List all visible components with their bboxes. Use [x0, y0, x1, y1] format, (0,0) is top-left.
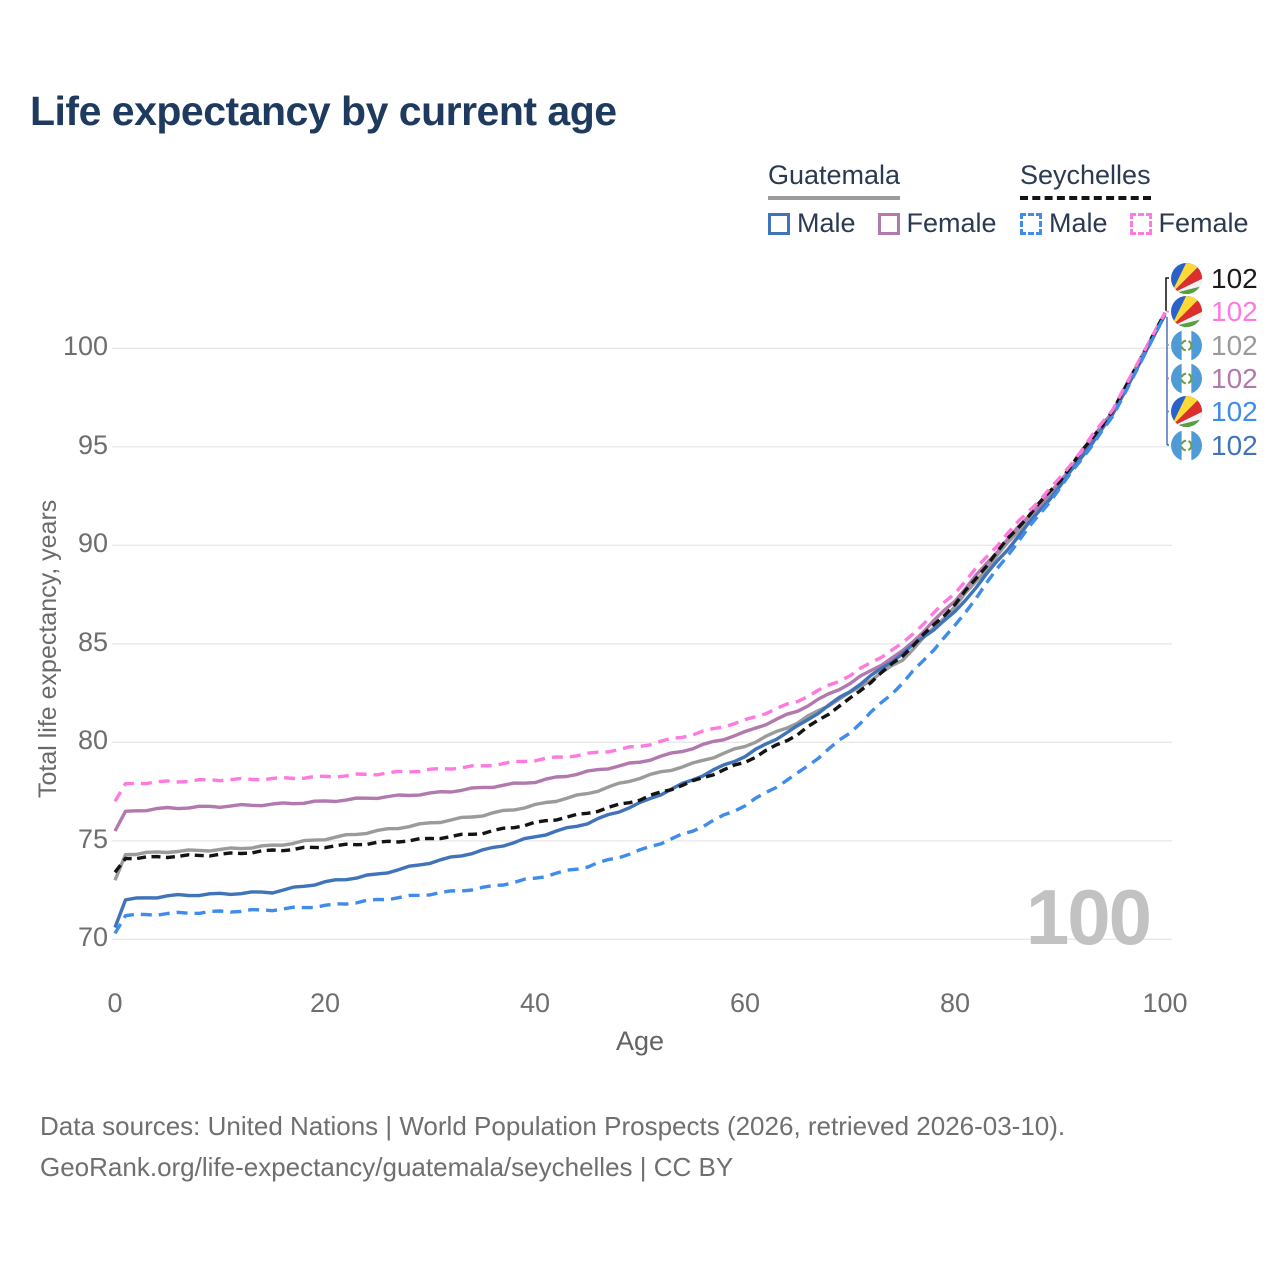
series-line-seychelles-female	[113, 311, 1167, 803]
footer: Data sources: United Nations | World Pop…	[40, 1106, 1065, 1188]
legend-label-seychelles-female: Female	[1158, 208, 1249, 238]
y-tick-label: 95	[77, 429, 108, 460]
x-axis-title: Age	[615, 1026, 665, 1056]
series-line-seychelles-male	[113, 314, 1167, 935]
series-line-guatemala-female	[113, 312, 1167, 832]
legend-item-guatemala-female[interactable]: Female	[877, 208, 997, 239]
x-tick-label: 0	[107, 988, 123, 1018]
end-label-value: 102	[1211, 296, 1258, 327]
y-tick-label: 90	[77, 528, 108, 559]
y-tick-label: 85	[77, 626, 108, 657]
end-label-value: 102	[1211, 262, 1258, 294]
legend-swatch-solid-female-icon	[877, 212, 900, 235]
end-label-value: 102	[1211, 396, 1258, 427]
legend-swatch-dashed-female-icon	[1129, 212, 1152, 235]
end-label-row-guatemala-male: 102	[1171, 429, 1258, 462]
series-line-seychelles-both	[113, 312, 1167, 874]
legend-item-seychelles-male[interactable]: Male	[1020, 208, 1108, 239]
x-tick-label: 60	[729, 988, 761, 1018]
legend-swatch-solid-male-icon	[768, 212, 790, 235]
end-label-row-seychelles-male: 102	[1171, 395, 1258, 428]
x-tick-label: 20	[309, 988, 341, 1018]
end-label-row-guatemala-both-sexes: 102	[1171, 329, 1258, 362]
legend-label-guatemala-male: Male	[797, 208, 856, 238]
legend-label-guatemala-female: Female	[906, 208, 997, 238]
legend-swatch-dashed-male-icon	[1020, 212, 1042, 235]
legend-items-seychelles: Male Female	[1020, 208, 1249, 239]
series-line-guatemala-male	[113, 314, 1167, 929]
y-tick-label: 100	[62, 331, 108, 362]
footer-sources: Data sources: United Nations | World Pop…	[40, 1111, 1066, 1141]
legend-country-guatemala[interactable]: Guatemala	[768, 160, 901, 200]
flag-guatemala-icon	[1171, 429, 1202, 461]
end-label-value: 102	[1211, 329, 1258, 361]
legend-items-guatemala: Male Female	[768, 208, 997, 239]
end-label-value: 102	[1211, 363, 1258, 394]
x-tick-label: 100	[1142, 988, 1188, 1018]
end-label-row-seychelles-female: 102	[1171, 295, 1258, 328]
y-tick-label: 80	[77, 725, 108, 756]
legend-group-seychelles: Seychelles Male Female	[1020, 160, 1249, 239]
x-tick-label: 80	[939, 988, 971, 1018]
y-tick-label: 75	[77, 823, 108, 854]
end-label-row-seychelles-both-sexes: 102	[1171, 262, 1258, 295]
x-tick-label: 40	[519, 988, 551, 1018]
footer-attribution: GeoRank.org/life-expectancy/guatemala/se…	[40, 1152, 734, 1182]
page-title: Life expectancy by current age	[30, 88, 617, 134]
flag-seychelles-icon	[1171, 262, 1202, 294]
end-label-row-guatemala-female: 102	[1171, 362, 1258, 395]
legend-item-seychelles-female[interactable]: Female	[1129, 208, 1249, 239]
series-line-guatemala-both	[113, 314, 1167, 881]
legend-item-guatemala-male[interactable]: Male	[768, 208, 856, 239]
legend-label-seychelles-male: Male	[1049, 208, 1108, 238]
flag-guatemala-icon	[1171, 329, 1202, 361]
age-counter-watermark: 100	[1025, 873, 1152, 961]
y-tick-label: 70	[77, 922, 108, 953]
y-axis-title: Total life expectancy, years	[34, 499, 62, 798]
flag-seychelles-icon	[1171, 296, 1202, 327]
flag-seychelles-icon	[1171, 396, 1202, 427]
end-label-value: 102	[1211, 429, 1258, 461]
flag-guatemala-icon	[1171, 363, 1202, 394]
legend-country-seychelles[interactable]: Seychelles	[1020, 160, 1151, 200]
callout-connector	[1165, 277, 1169, 311]
legend-group-guatemala: Guatemala Male Female	[768, 160, 997, 239]
